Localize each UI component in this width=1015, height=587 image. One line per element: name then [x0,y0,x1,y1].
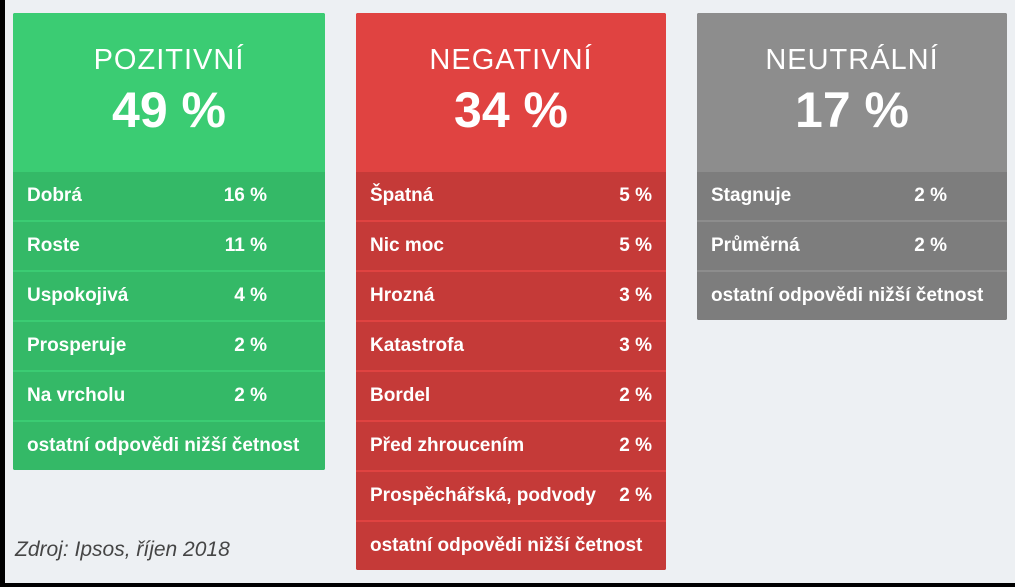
answer-row: ostatní odpovědi nižší četnost [13,420,325,470]
answer-label: Roste [27,235,80,256]
answer-label: Dobrá [27,185,82,206]
answer-list: Stagnuje 2 % Průměrná 2 % ostatní odpově… [697,170,1007,320]
answer-value: 16 % [223,185,267,206]
answer-row: Uspokojivá 4 % [13,270,325,320]
answer-row: Bordel 2 % [356,370,666,420]
answer-list: Špatná 5 % Nic moc 5 % Hrozná 3 % Katast… [356,170,666,570]
answer-label: Prospěchářská, podvody [370,485,596,506]
panel-total-percent: 49 % [112,82,226,139]
answer-list: Dobrá 16 % Roste 11 % Uspokojivá 4 % Pro… [13,170,325,470]
panel-total-percent: 17 % [795,82,909,139]
panel-total-percent: 34 % [454,82,568,139]
source-caption: Zdroj: Ipsos, říjen 2018 [15,538,230,561]
answer-value: 2 % [619,485,652,506]
answer-row: Dobrá 16 % [13,170,325,220]
answer-row: Prosperuje 2 % [13,320,325,370]
answer-row: Nic moc 5 % [356,220,666,270]
answer-label: Stagnuje [711,185,792,206]
answer-label: ostatní odpovědi nižší četnost [370,535,643,556]
answer-row: Před zhroucením 2 % [356,420,666,470]
panel-title: NEGATIVNÍ [429,43,593,76]
panels-container: POZITIVNÍ 49 % Dobrá 16 % Roste 11 % Usp… [13,13,1007,570]
answer-value: 11 % [224,235,267,256]
answer-value: 5 % [619,235,652,256]
answer-row: Špatná 5 % [356,170,666,220]
answer-row: ostatní odpovědi nižší četnost [697,270,1007,320]
answer-row: ostatní odpovědi nižší četnost [356,520,666,570]
answer-value: 3 % [619,335,652,356]
answer-row: Prospěchářská, podvody 2 % [356,470,666,520]
answer-label: Prosperuje [27,335,127,356]
answer-label: Katastrofa [370,335,464,356]
answer-row: Stagnuje 2 % [697,170,1007,220]
answer-value: 2 % [914,185,947,206]
answer-label: Před zhroucením [370,435,525,456]
answer-label: Bordel [370,385,431,406]
infographic-background: POZITIVNÍ 49 % Dobrá 16 % Roste 11 % Usp… [5,0,1015,583]
answer-label: Uspokojivá [27,285,129,306]
answer-row: Katastrofa 3 % [356,320,666,370]
answer-value: 4 % [234,285,267,306]
answer-label: ostatní odpovědi nižší četnost [27,435,300,456]
answer-value: 3 % [619,285,652,306]
answer-label: ostatní odpovědi nižší četnost [711,285,984,306]
answer-label: Na vrcholu [27,385,126,406]
answer-value: 2 % [914,235,947,256]
panel-title: NEUTRÁLNÍ [765,43,939,76]
panel-header: NEGATIVNÍ 34 % [356,13,666,170]
answer-row: Hrozná 3 % [356,270,666,320]
answer-row: Roste 11 % [13,220,325,270]
answer-value: 2 % [619,435,652,456]
panel-header: NEUTRÁLNÍ 17 % [697,13,1007,170]
answer-label: Průměrná [711,235,800,256]
answer-row: Průměrná 2 % [697,220,1007,270]
panel-header: POZITIVNÍ 49 % [13,13,325,170]
category-panel: POZITIVNÍ 49 % Dobrá 16 % Roste 11 % Usp… [13,13,325,470]
category-panel: NEUTRÁLNÍ 17 % Stagnuje 2 % Průměrná 2 %… [697,13,1007,320]
category-panel: NEGATIVNÍ 34 % Špatná 5 % Nic moc 5 % Hr… [356,13,666,570]
answer-value: 2 % [234,385,267,406]
answer-label: Nic moc [370,235,444,256]
answer-label: Hrozná [370,285,435,306]
answer-row: Na vrcholu 2 % [13,370,325,420]
panel-title: POZITIVNÍ [93,43,245,76]
answer-label: Špatná [370,185,434,206]
answer-value: 2 % [619,385,652,406]
answer-value: 5 % [619,185,652,206]
answer-value: 2 % [234,335,267,356]
